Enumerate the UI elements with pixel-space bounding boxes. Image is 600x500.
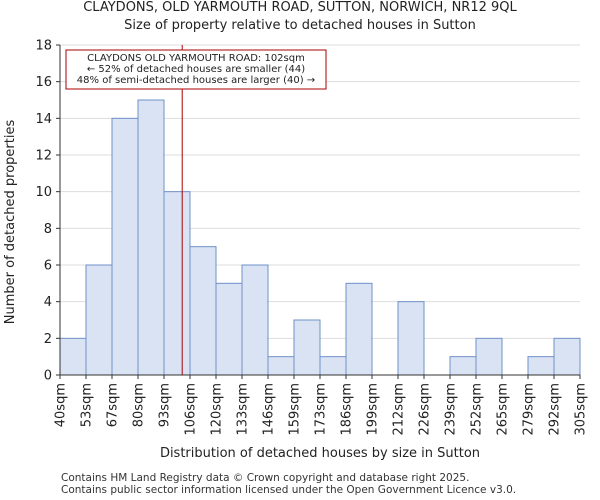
bars-layer <box>59 99 581 376</box>
histogram-bar <box>189 246 217 376</box>
y-tick-label: 6 <box>44 259 52 274</box>
x-tick-label: 199sqm <box>366 383 381 436</box>
histogram-bar <box>475 337 503 376</box>
histogram-bar <box>111 117 139 376</box>
y-tick-label: 2 <box>44 332 52 347</box>
histogram-bar <box>345 282 373 376</box>
histogram-bar <box>85 264 113 376</box>
histogram-bar <box>293 319 321 376</box>
x-axis-label: Distribution of detached houses by size … <box>160 446 480 461</box>
histogram-bar <box>267 356 295 376</box>
y-tick-label: 16 <box>35 75 52 90</box>
y-tick-label: 0 <box>44 369 52 384</box>
chart-title: CLAYDONS, OLD YARMOUTH ROAD, SUTTON, NOR… <box>83 0 517 15</box>
x-tick-label: 67sqm <box>106 383 121 427</box>
x-tick-label: 239sqm <box>444 383 459 436</box>
histogram-bar <box>163 191 191 376</box>
y-axis-label: Number of detached properties <box>3 120 18 325</box>
y-tick-label: 12 <box>35 149 52 164</box>
y-tick-label: 10 <box>35 185 52 200</box>
x-tick-label: 173sqm <box>314 383 329 436</box>
ticks-layer: 0 2 4 6 8 10 12 14 16 18 40sqm 53sqm 67sqm 80sqm 93sqm… <box>35 39 588 436</box>
y-tick-label: 4 <box>44 295 52 310</box>
x-tick-label: 212sqm <box>392 383 407 436</box>
annotation-frame <box>65 49 327 90</box>
y-tick-label: 14 <box>35 112 52 127</box>
chart-subtitle: Size of property relative to detached ho… <box>124 18 476 33</box>
x-tick-label: 80sqm <box>132 383 147 427</box>
x-tick-label: 159sqm <box>288 383 303 436</box>
y-tick-label: 18 <box>35 39 52 54</box>
x-tick-label: 292sqm <box>548 383 563 436</box>
footer-line-2: Contains public sector information licen… <box>61 484 517 496</box>
histogram-bar <box>319 356 347 376</box>
y-tick-label: 8 <box>44 222 52 237</box>
annotation-line-1: CLAYDONS OLD YARMOUTH ROAD: 102sqm <box>87 53 305 64</box>
footer-line-1: Contains HM Land Registry data © Crown c… <box>61 472 470 484</box>
x-tick-label: 53sqm <box>80 383 95 427</box>
histogram-bar <box>241 264 269 376</box>
annotation-line-2: ← 52% of detached houses are smaller (44… <box>87 64 305 75</box>
x-tick-label: 106sqm <box>184 383 199 436</box>
x-tick-label: 120sqm <box>210 383 225 436</box>
x-tick-label: 186sqm <box>340 383 355 436</box>
x-tick-label: 133sqm <box>236 383 251 436</box>
x-tick-label: 279sqm <box>522 383 537 436</box>
annotation-box: CLAYDONS OLD YARMOUTH ROAD: 102sqm ← 52%… <box>65 49 327 90</box>
histogram-bar <box>215 282 243 376</box>
histogram-bar <box>527 356 555 376</box>
x-tick-label: 265sqm <box>496 383 511 436</box>
histogram-bar <box>397 301 425 376</box>
histogram-chart: CLAYDONS OLD YARMOUTH ROAD: 102sqm ← 52%… <box>3 39 589 462</box>
x-tick-label: 226sqm <box>418 383 433 436</box>
x-tick-label: 252sqm <box>470 383 485 436</box>
x-tick-label: 305sqm <box>574 383 589 436</box>
x-tick-label: 40sqm <box>54 383 69 427</box>
histogram-bar <box>553 337 581 376</box>
histogram-bar <box>137 99 165 376</box>
histogram-bar <box>449 356 477 376</box>
x-tick-label: 93sqm <box>158 383 173 427</box>
annotation-line-3: 48% of semi-detached houses are larger (… <box>77 75 315 86</box>
x-tick-label: 146sqm <box>262 383 277 436</box>
histogram-bar <box>59 337 87 376</box>
